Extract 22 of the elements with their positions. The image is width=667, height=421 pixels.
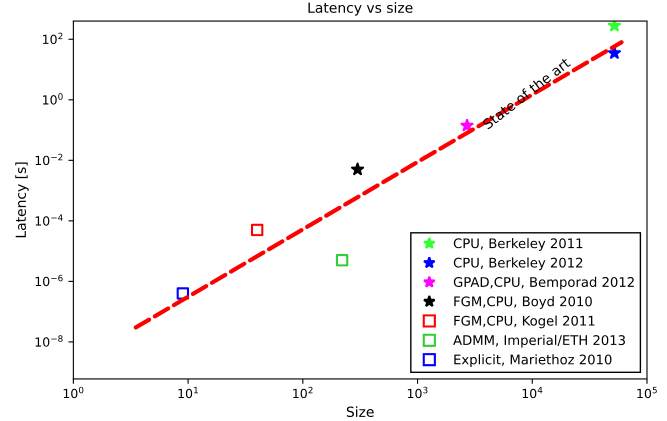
x-tick-label: 10$^{0}$ (64, 386, 84, 398)
y-axis-title: Latency [s] (15, 162, 29, 238)
x-tick-label: 10$^{5}$ (637, 386, 657, 398)
chart-title: Latency vs size (308, 2, 412, 16)
legend-label: FGM,CPU, Boyd 2010 (454, 296, 592, 309)
y-tick-label: 10$^{2}$ (43, 32, 62, 44)
x-tick-label: 10$^{2}$ (293, 386, 313, 398)
legend-label: Explicit, Mariethoz 2010 (454, 354, 612, 368)
y-tick-label: 10$^{−6}$ (36, 274, 63, 286)
x-axis-title: Size (346, 406, 374, 418)
x-tick-label: 10$^{1}$ (178, 386, 198, 398)
legend-label: ADMM, Imperial/ETH 2013 (453, 334, 625, 348)
x-tick-label: 10$^{3}$ (408, 386, 428, 398)
x-tick-label: 10$^{4}$ (522, 386, 542, 398)
legend-label: CPU, Berkeley 2011 (454, 238, 582, 251)
legend-label: GPAD,CPU, Bemporad 2012 (454, 276, 634, 290)
y-tick-label: 10$^{−2}$ (36, 154, 62, 166)
y-tick-label: 10$^{0}$ (43, 93, 63, 105)
y-tick-label: 10$^{−4}$ (36, 214, 63, 226)
legend-label: FGM,CPU, Kogel 2011 (454, 316, 594, 328)
y-tick-label: 10$^{−8}$ (36, 335, 63, 347)
legend-label: CPU, Berkeley 2012 (454, 257, 582, 270)
